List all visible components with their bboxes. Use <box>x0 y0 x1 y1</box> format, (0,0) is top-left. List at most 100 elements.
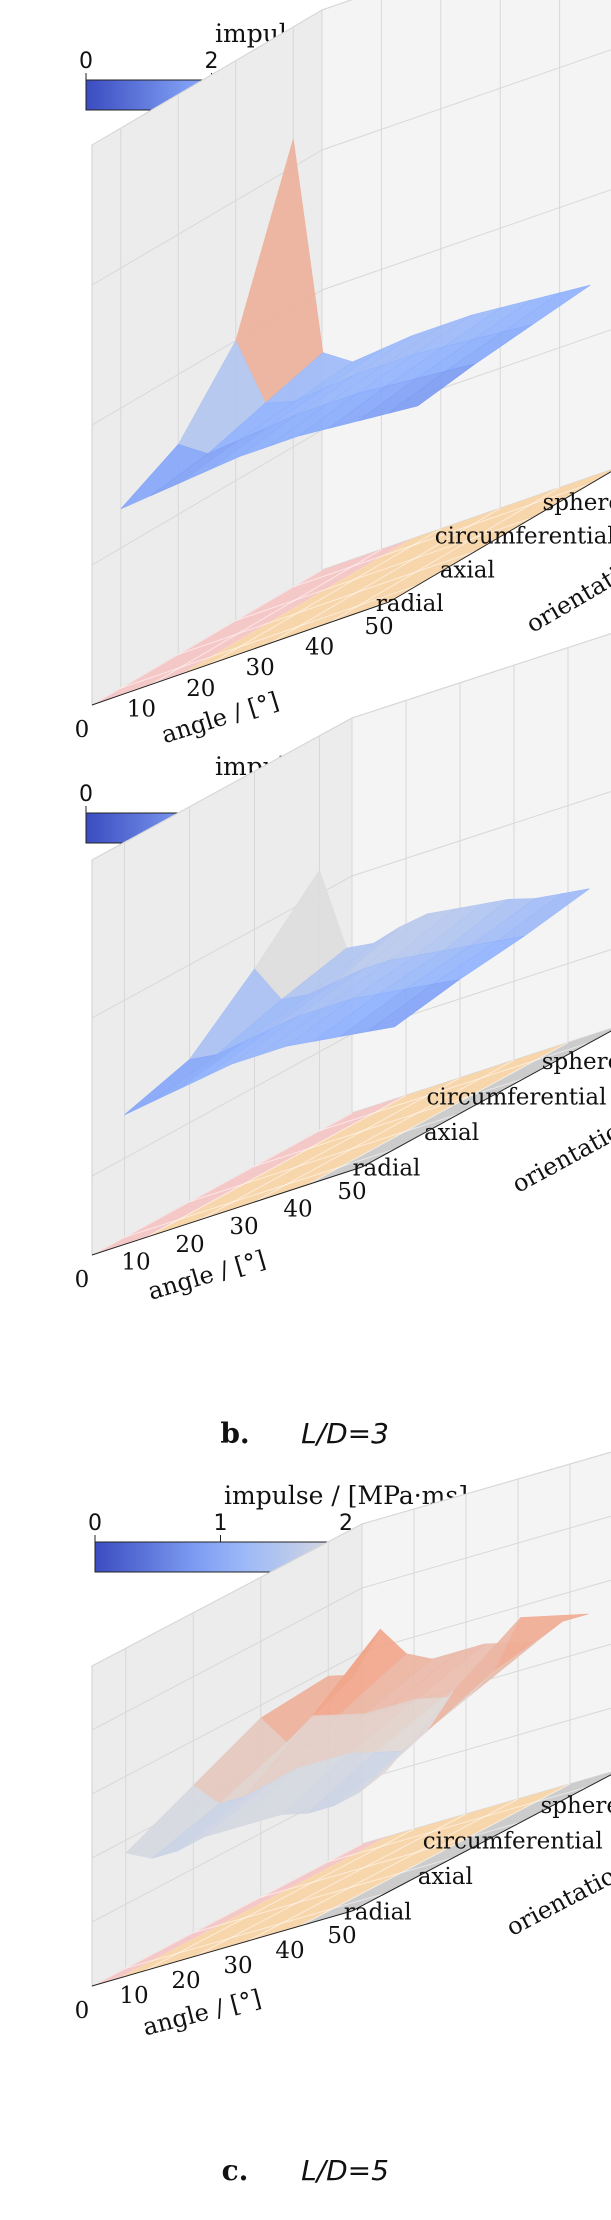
y-tick-label: circumferential <box>435 524 611 550</box>
grid-line <box>91 9 323 146</box>
grid-line <box>91 1651 363 1795</box>
grid-line <box>143 1828 415 1972</box>
grid-line <box>269 507 501 644</box>
panel-letter: b. <box>220 1417 249 1450</box>
grid-line <box>195 1813 467 1957</box>
grid-line <box>193 1857 454 1934</box>
floor-region <box>118 1784 570 1979</box>
grid-line <box>307 1042 569 1186</box>
grid-line <box>319 1042 590 1132</box>
colorbar-tick-label: 1 <box>214 1511 228 1536</box>
x-tick-label: 40 <box>283 1197 312 1223</box>
grid-line <box>260 1821 521 1898</box>
grid-line <box>329 487 560 624</box>
x-tick-label: 40 <box>305 635 334 661</box>
y-tick-label: axial <box>440 557 495 583</box>
x-axis-label: angle / [°] <box>145 1245 269 1306</box>
y-tick-label: axial <box>424 1120 479 1146</box>
x-axis-line <box>91 601 390 706</box>
y-axis-line <box>351 1774 611 1912</box>
grid-line <box>124 1148 395 1238</box>
grid-line <box>91 569 323 706</box>
surface <box>125 1613 589 1859</box>
x-tick-label: 50 <box>327 1923 356 1949</box>
grid-line <box>351 791 611 877</box>
grid-line <box>210 528 442 665</box>
x-tick-label: 50 <box>337 1179 366 1205</box>
y-tick-label: circumferential <box>423 1828 603 1854</box>
x-tick-label: 10 <box>119 1983 148 2009</box>
surface <box>124 869 590 1116</box>
colorbar-tick-label: 2 <box>205 49 219 74</box>
y-tick-label: radial <box>376 591 444 617</box>
floor-region <box>92 539 412 705</box>
grid-line <box>247 1798 519 1942</box>
colorbar-tick-label: 0 <box>88 1511 102 1536</box>
y-tick-label: circumferential <box>427 1084 607 1110</box>
x-tick-label: 30 <box>229 1214 258 1240</box>
grid-line <box>120 584 418 689</box>
grid-line <box>91 1112 353 1256</box>
x-tick-label: 0 <box>75 1267 90 1293</box>
back-pane <box>351 633 611 1114</box>
x-axis-line <box>91 1166 363 1256</box>
floor-region <box>146 1042 568 1238</box>
x-tick-label: 20 <box>171 1968 200 1994</box>
y-axis-line <box>388 471 611 603</box>
surface-patch <box>359 1691 454 1793</box>
grid-line <box>361 1515 611 1589</box>
y-tick-label: sphere <box>540 1793 611 1819</box>
grid-line <box>91 1587 363 1731</box>
panel-ld-ratio: L/D=5 <box>301 2154 389 2187</box>
panel-1: impulse / [MPa·ms]0246801020304050angle … <box>75 0 611 859</box>
grid-line <box>91 1523 363 1667</box>
grid-line <box>321 49 611 151</box>
grid-line <box>361 1579 611 1653</box>
x-axis-label: angle / [°] <box>158 687 282 750</box>
y-tick-label: sphere <box>542 1049 611 1075</box>
grid-line <box>199 1077 461 1221</box>
x-tick-label: 20 <box>175 1232 204 1258</box>
y-axis-label: orientation <box>502 1854 611 1941</box>
grid-line <box>299 1783 571 1927</box>
panel-2: impulse / [MPa·ms]024601020304050angle /… <box>75 633 611 1450</box>
grid-line <box>91 1843 363 1987</box>
y-axis-label: orientation <box>521 546 611 638</box>
grid-line <box>178 550 476 655</box>
grid-line <box>361 1451 611 1525</box>
colorbar-tick-label: 0 <box>79 49 93 74</box>
colorbar-tick-label: 2 <box>339 1511 353 1536</box>
surface-patch <box>387 363 476 414</box>
y-axis-label: orientation <box>507 1110 611 1199</box>
surface <box>120 138 591 510</box>
colorbar-tick-label: 0 <box>79 782 93 807</box>
x-tick-label: 20 <box>186 676 215 702</box>
grid-line <box>151 548 382 685</box>
panel-3: impulse / [MPa·ms]0123401020304050angle … <box>75 1451 611 2187</box>
floor <box>91 1028 611 1256</box>
y-tick-label: axial <box>418 1864 473 1890</box>
grid-line <box>351 633 611 719</box>
x-tick-label: 10 <box>127 696 156 722</box>
panel-caption: c. L/D=5 <box>222 2154 389 2187</box>
y-tick-label: radial <box>353 1155 421 1181</box>
surface-patch <box>367 979 460 1032</box>
floor <box>91 1772 611 1987</box>
floor <box>91 469 611 706</box>
x-tick-label: 0 <box>75 717 90 743</box>
grid-line <box>91 1033 353 1177</box>
grid-line <box>235 517 533 622</box>
grid-line <box>254 1077 525 1167</box>
x-tick-label: 30 <box>223 1953 252 1979</box>
axes-box <box>91 0 611 706</box>
x-tick-label: 0 <box>75 1998 90 2024</box>
x-tick-label: 40 <box>275 1938 304 1964</box>
y-tick-label: sphere <box>542 490 611 516</box>
floor-region <box>92 1095 406 1255</box>
grid-line <box>328 1786 589 1863</box>
grid-line <box>125 1892 386 1969</box>
x-axis-line <box>91 1910 353 1987</box>
x-tick-label: 50 <box>364 614 393 640</box>
x-tick-label: 30 <box>246 655 275 681</box>
